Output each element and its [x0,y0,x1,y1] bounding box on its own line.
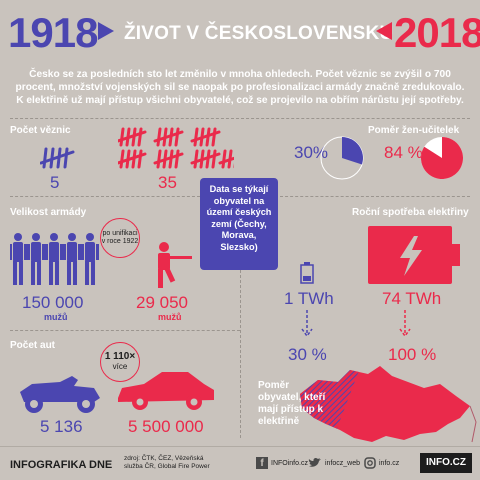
ratio-2018-value: 84 % [384,143,423,162]
center-note-box: Data se týkají obyvatel na území českých… [200,178,278,270]
center-note-text: Data se týkají obyvatel na území českých… [206,184,272,252]
footer-sources: zdroj: ČTK, ČEZ, Vězeňská služba ČR, Glo… [124,455,210,470]
footer: INFOGRAFIKA DNE zdroj: ČTK, ČEZ, Vězeňsk… [0,446,480,480]
electricity-2018-value: 74 TWh [382,289,442,308]
divider [10,330,240,331]
page-title: ŽIVOT V ČESKOSLOVENSKU [124,23,394,44]
instagram-icon [364,457,376,469]
divider [280,196,470,197]
intro-text: Česko se za posledních sto let změnilo v… [15,69,465,106]
army-1918-value: 150 000 [22,293,84,312]
cars-badge: 1 110× více [100,342,140,382]
tally-1918-icon [40,147,75,169]
battery-full-icon [368,226,460,284]
tally-2018-icon [118,127,234,169]
army-note-badge: po unifikaci v roce 1922 [100,218,140,258]
electricity-2018-share: 100 % [388,345,437,364]
divider [10,118,470,119]
prisons-label: Počet věznic [10,125,71,136]
car-2018-icon [118,372,214,410]
year-1918: 1918 [8,9,98,56]
header: 1918 ŽIVOT V ČESKOSLOVENSKU 2018 [0,0,480,62]
facebook-link[interactable]: f INFOinfo.cz [256,457,308,469]
car-1918-icon [20,376,100,413]
cars-badge-bottom: více [112,362,128,371]
electricity-1918-value: 1 TWh [284,289,334,308]
soldier-2018-icon [158,242,192,288]
ratio-1918-pie [320,136,364,180]
instagram-handle: info.cz [379,459,400,467]
facebook-handle: INFOinfo.cz [271,459,308,467]
electricity-label: Roční spotřeba elektřiny [352,207,469,218]
twitter-link[interactable]: infocz_web [308,457,360,469]
electricity-1918-share: 30 % [288,345,327,364]
prisons-2018-value: 35 [158,173,177,192]
czech-map [300,366,477,443]
info-cz-logo[interactable]: INFO.CZ [420,453,472,473]
divider [10,196,200,197]
army-label: Velikost armády [10,207,87,218]
battery-low-icon [300,262,314,284]
twitter-handle: infocz_web [325,459,361,467]
cars-1918-value: 5 136 [40,417,83,436]
cars-badge-top: 1 110× [104,351,136,362]
arrow-down-icon [301,310,313,338]
year-2018: 2018 [394,9,480,56]
prisons-1918-value: 5 [50,173,60,192]
army-2018-unit: mužů [158,312,182,322]
ratio-2018-pie [421,137,464,179]
cars-2018-value: 5 500 000 [128,417,204,436]
arrow-left-icon [376,22,392,40]
army-note-text: po unifikaci v roce 1922 [101,230,139,245]
instagram-link[interactable]: info.cz [364,457,399,469]
electricity-share-label: Poměr obyvatel, kteří mají přístup k ele… [258,380,326,427]
army-1918-unit: mužů [44,312,68,322]
facebook-icon: f [256,457,268,469]
army-2018-value: 29 050 [136,293,188,312]
cars-label: Počet aut [10,340,56,351]
ratio-1918-value: 30% [294,143,329,162]
footer-brand: INFOGRAFIKA DNE [10,459,113,471]
ratio-label: Poměr žen-učitelek [368,125,460,136]
soldiers-1918-icon [10,233,99,285]
arrow-down-icon [399,310,411,338]
arrow-right-icon [98,22,114,40]
divider [240,270,241,438]
twitter-icon [308,457,321,467]
